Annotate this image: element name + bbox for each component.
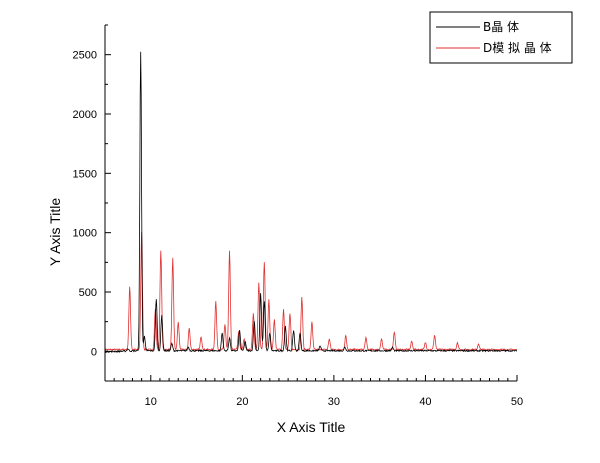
y-tick-label: 0 [91, 346, 97, 358]
y-tick-label: 2500 [73, 50, 97, 62]
x-tick-label: 30 [328, 396, 340, 408]
y-tick-label: 2000 [73, 109, 97, 121]
x-tick-label: 10 [145, 396, 157, 408]
series-line-d [105, 231, 517, 352]
legend-box [429, 11, 573, 64]
series-layer [105, 51, 517, 354]
x-tick-label: 50 [511, 396, 523, 408]
x-tick-label: 40 [419, 396, 431, 408]
series-line-b [105, 51, 517, 354]
x-axis-title: X Axis Title [277, 419, 346, 435]
legend-label-b: B晶 体 [483, 20, 519, 34]
legend-label-d: D模 拟 晶 体 [483, 41, 552, 55]
legend: B晶 体 D模 拟 晶 体 [429, 11, 573, 64]
y-tick-label: 1500 [73, 168, 97, 180]
x-tick-label: 20 [236, 396, 248, 408]
y-tick-label: 500 [79, 287, 97, 299]
y-tick-label: 1000 [73, 228, 97, 240]
y-axis-title: Y Axis Title [47, 198, 63, 266]
